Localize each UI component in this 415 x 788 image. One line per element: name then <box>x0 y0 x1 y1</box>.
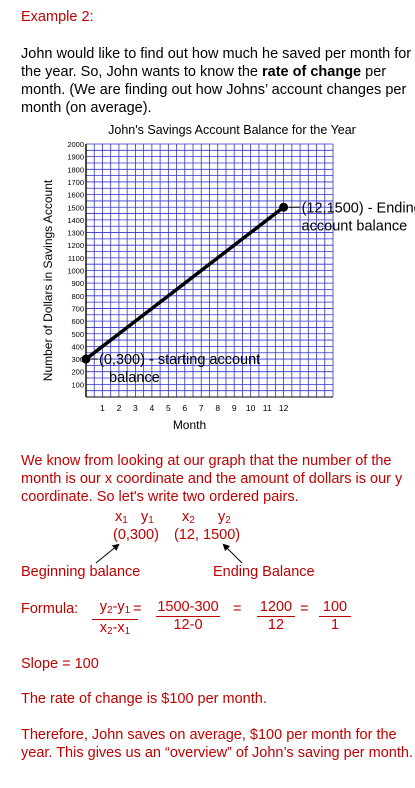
x-tick-label: 7 <box>199 403 204 413</box>
x-tick-label: 9 <box>232 403 237 413</box>
y-tick-label: 1500 <box>67 203 84 212</box>
x-tick-label: 4 <box>149 403 154 413</box>
y-axis-label: Number of Dollars in Savings Account <box>41 179 55 381</box>
rate-of-change-statement: The rate of change is $100 per month. <box>21 691 267 707</box>
y-tick-label: 800 <box>71 292 84 301</box>
chart-tick-labels: 100 200 300 400 500 600 700 800 900 1000 1100 1200 1… <box>67 140 288 413</box>
ordered-pair-1: (0,300) <box>113 527 159 543</box>
intro-text-1: John would like to find out how much he … <box>21 46 412 80</box>
y-tick-label: 1100 <box>68 254 84 263</box>
y-tick-label: 1300 <box>67 229 84 238</box>
x-tick-label: 2 <box>117 403 122 413</box>
result-fraction: 100 1 <box>319 599 351 634</box>
x1-label: x1 <box>115 509 128 526</box>
y-tick-label: 200 <box>71 368 84 377</box>
x-tick-label: 10 <box>246 403 256 413</box>
y-tick-label: 1000 <box>67 267 84 276</box>
y-tick-label: 1800 <box>67 165 84 174</box>
chart-title: John's Savings Account Balance for the Y… <box>108 123 356 137</box>
ordered-pair-2: (12, 1500) <box>174 527 241 543</box>
intro-bold-text: rate of change <box>262 64 362 80</box>
x2-label: x2 <box>182 509 195 526</box>
y-tick-label: 500 <box>71 330 84 339</box>
beginning-balance-label: Beginning balance <box>21 564 141 580</box>
arrow-to-pair-1 <box>95 543 120 564</box>
x-tick-label: 3 <box>133 403 138 413</box>
equals-sign-2: = <box>233 601 242 617</box>
x-tick-label: 8 <box>215 403 220 413</box>
formula-label: Formula: <box>21 601 79 617</box>
arrow-to-pair-2 <box>222 543 243 564</box>
conclusion-text: Therefore, John saves on average, $100 p… <box>21 727 413 761</box>
data-point <box>81 354 91 364</box>
y-tick-label: 1400 <box>67 216 84 225</box>
x-tick-label: 11 <box>263 403 272 413</box>
chart-series <box>81 202 289 364</box>
x-axis-label: Month <box>173 418 206 432</box>
y-tick-label: 100 <box>71 380 84 389</box>
example-label: Example 2: <box>21 9 94 25</box>
y-tick-label: 1600 <box>67 191 84 200</box>
equals-sign-1: = <box>133 601 142 617</box>
y-tick-label: 1700 <box>67 178 84 187</box>
intro-text-2: per month. (We are finding out how Johns… <box>21 64 407 116</box>
annotation-end-text: account balance <box>302 218 408 234</box>
series-line <box>84 205 285 361</box>
y-tick-label: 1200 <box>67 241 84 250</box>
substituted-fraction: 1500-300 12-0 <box>156 599 220 633</box>
annotation-start-text: balance <box>109 370 160 386</box>
y-tick-label: 1900 <box>67 153 84 162</box>
chart-annotations: (12,1500) - Ending account balance (0,300)… <box>91 200 415 386</box>
savings-line-chart: John's Savings Account Balance for the Y… <box>41 123 415 432</box>
x-tick-label: 5 <box>166 403 171 413</box>
annotation-start-text: (0,300) - starting account <box>99 352 260 368</box>
slope-result: Slope = 100 <box>21 656 99 672</box>
x-tick-label: 6 <box>182 403 187 413</box>
y-tick-label: 400 <box>71 342 84 351</box>
data-point <box>279 202 289 212</box>
annotation-end-text: (12,1500) - Ending <box>302 200 415 216</box>
y1-label: y1 <box>141 509 154 526</box>
explanation-text: We know from looking at our graph that t… <box>21 453 403 505</box>
x-tick-label: 1 <box>100 403 105 413</box>
equals-sign-3: = <box>300 601 309 617</box>
ending-balance-label: Ending Balance <box>213 564 315 580</box>
x-tick-label: 12 <box>279 403 289 413</box>
slope-formula-fraction: y2-y1 x2-x1 <box>92 599 138 640</box>
y-tick-label: 300 <box>71 355 84 364</box>
intro-paragraph: John would like to find out how much he … <box>21 45 413 117</box>
pair-arrows <box>95 543 243 564</box>
y2-label: y2 <box>218 509 231 526</box>
y-tick-label: 2000 <box>67 140 84 149</box>
y-tick-label: 600 <box>71 317 84 326</box>
simplified-fraction: 1200 12 <box>257 599 295 634</box>
y-tick-label: 700 <box>71 304 84 313</box>
y-tick-label: 900 <box>71 279 84 288</box>
